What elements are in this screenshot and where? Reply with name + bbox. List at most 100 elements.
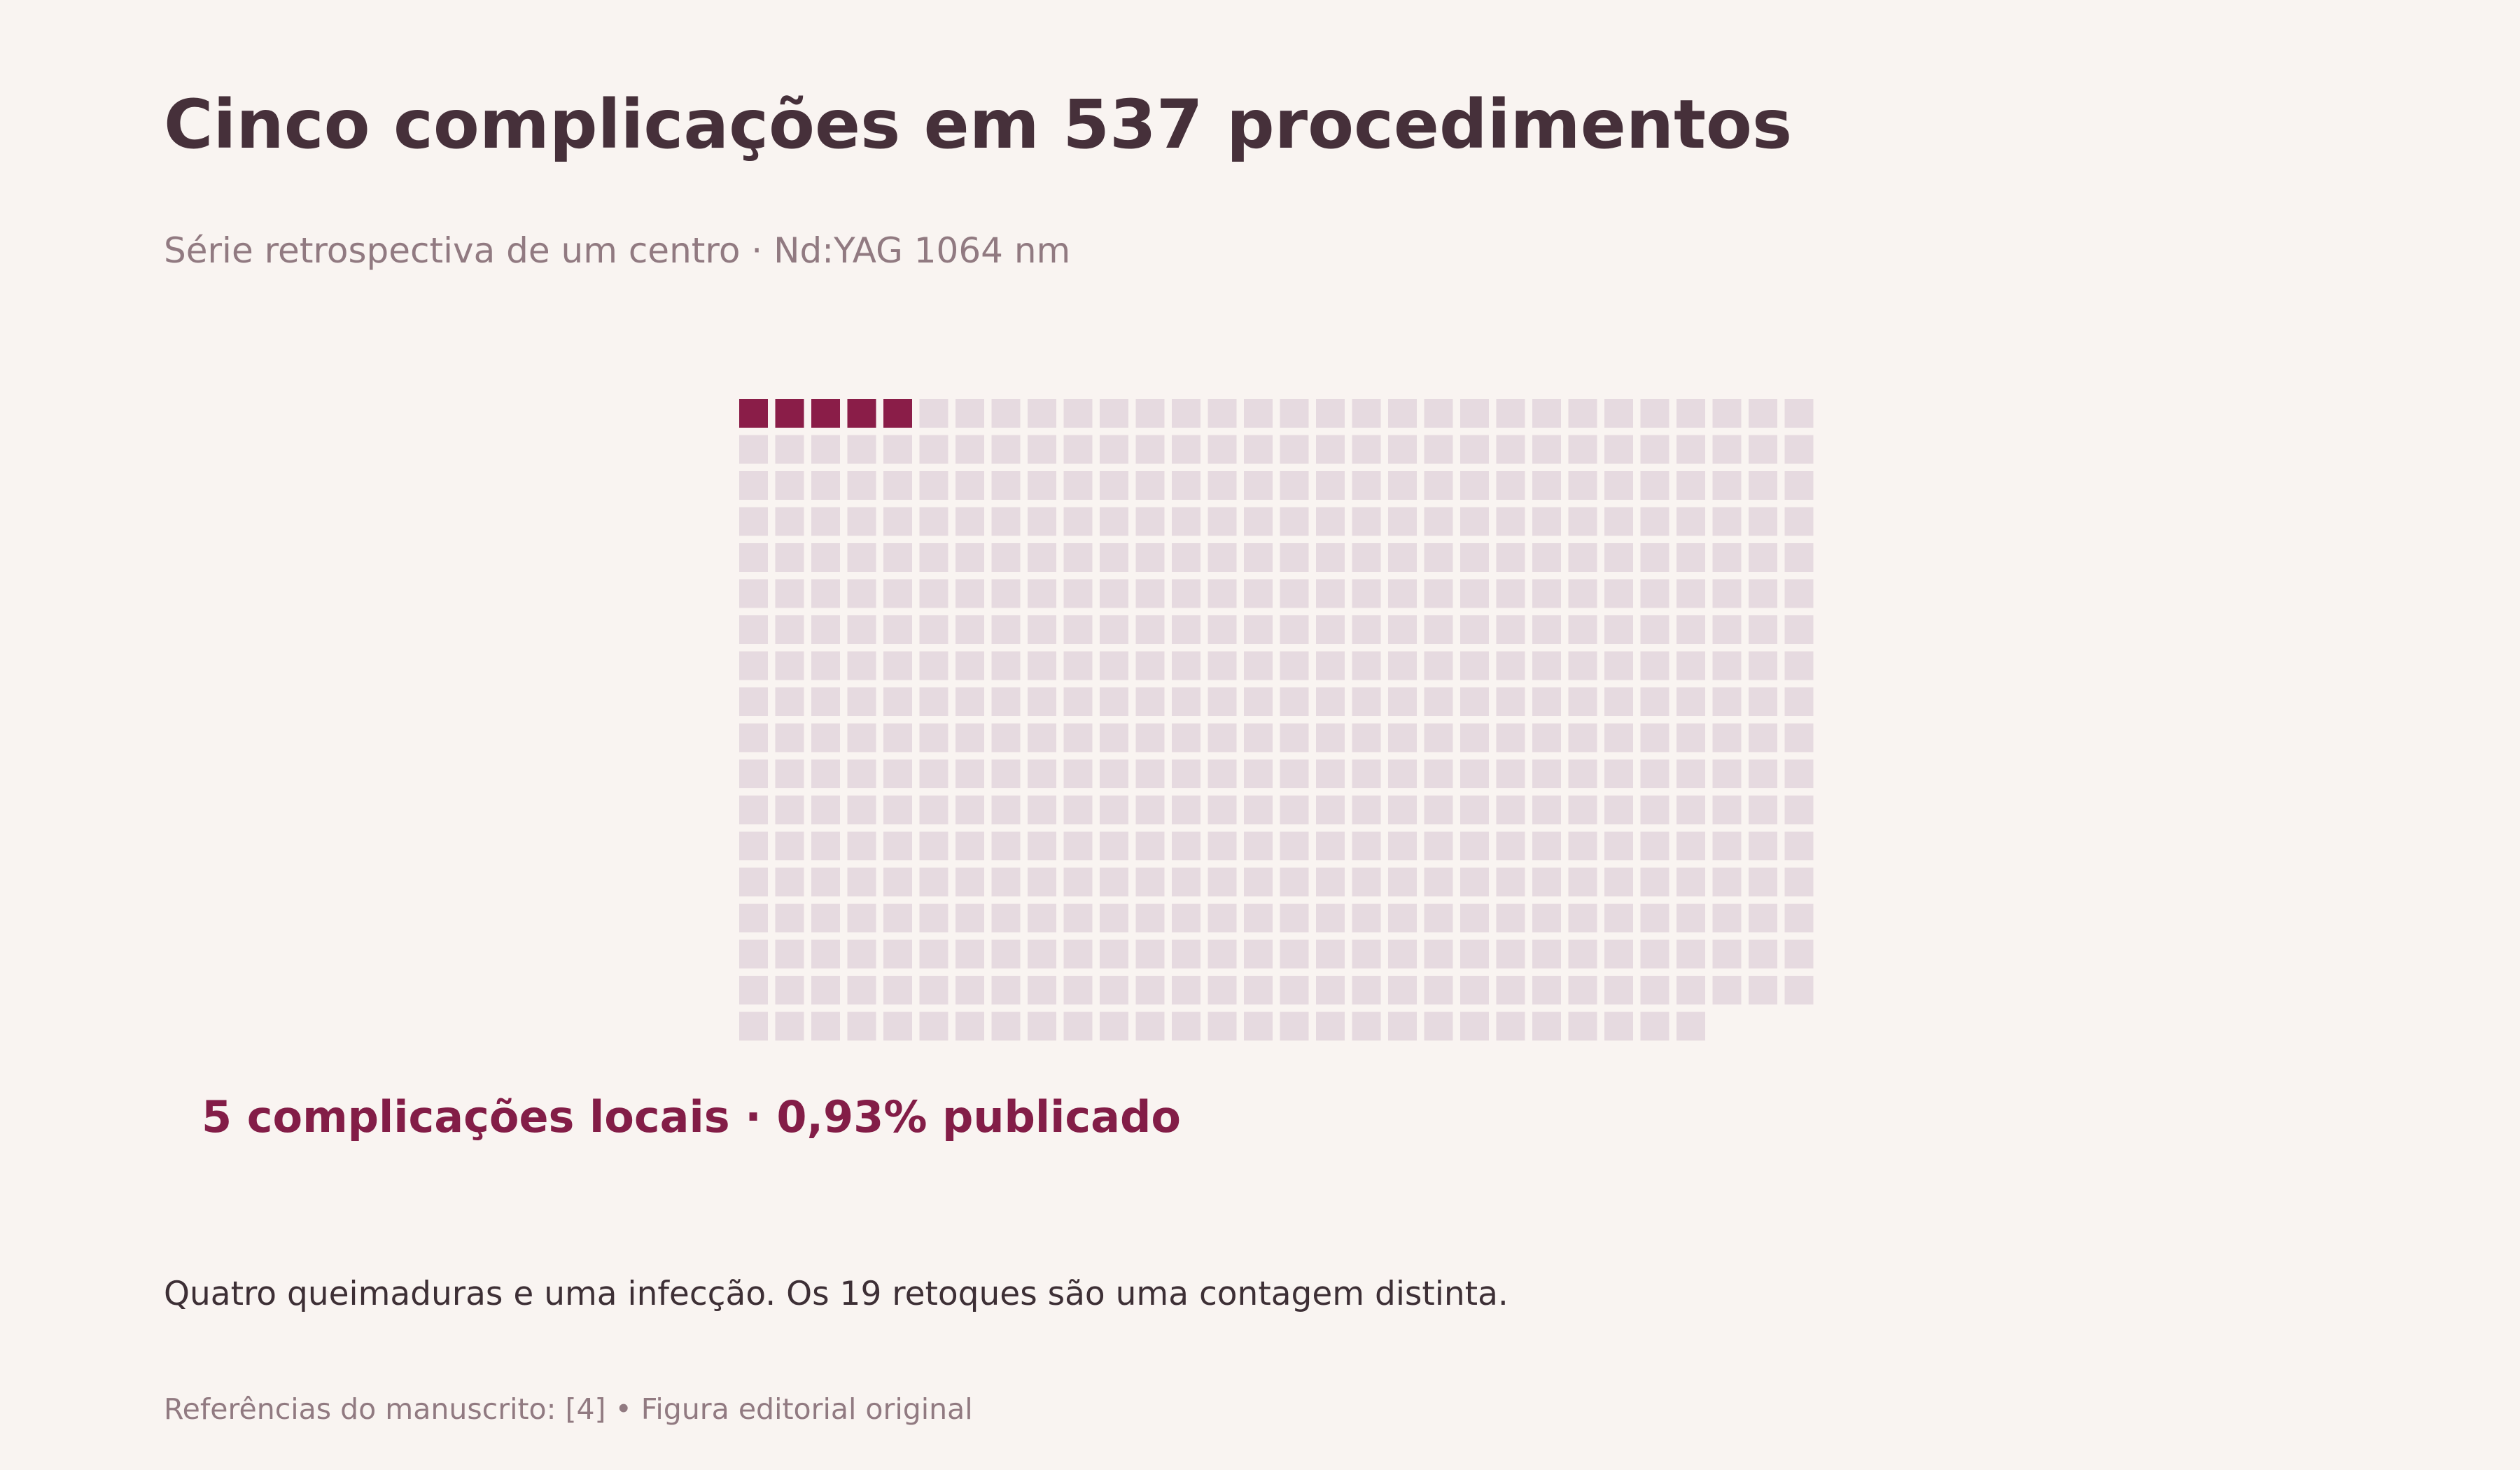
waffle-cell-procedure bbox=[1532, 435, 1561, 464]
waffle-cell-procedure bbox=[955, 687, 984, 716]
waffle-cell-procedure bbox=[1496, 471, 1525, 500]
waffle-cell-procedure bbox=[1749, 867, 1777, 897]
waffle-cell-procedure bbox=[1532, 867, 1561, 897]
waffle-cell-procedure bbox=[955, 507, 984, 536]
waffle-cell-procedure bbox=[1244, 543, 1273, 572]
waffle-cell-procedure bbox=[847, 507, 876, 536]
waffle-cell-procedure bbox=[1604, 1011, 1633, 1041]
waffle-cell-procedure bbox=[1028, 615, 1056, 644]
waffle-cell-procedure bbox=[1568, 507, 1597, 536]
waffle-cell-procedure bbox=[1532, 507, 1561, 536]
waffle-cell-procedure bbox=[1172, 471, 1200, 500]
waffle-cell-procedure bbox=[1749, 976, 1777, 1004]
waffle-cell-procedure bbox=[1244, 1011, 1273, 1041]
waffle-cell-procedure bbox=[1424, 867, 1453, 897]
waffle-cell-procedure bbox=[1712, 399, 1742, 428]
waffle-cell-procedure bbox=[1100, 1011, 1128, 1041]
waffle-cell-procedure bbox=[1532, 723, 1561, 752]
waffle-cell-procedure bbox=[811, 579, 840, 608]
waffle-cell-procedure bbox=[739, 760, 768, 788]
waffle-cell-procedure bbox=[1244, 867, 1273, 897]
waffle-cell-procedure bbox=[1424, 832, 1453, 860]
waffle-cell-procedure bbox=[991, 939, 1021, 969]
waffle-cell-procedure bbox=[739, 1011, 768, 1041]
waffle-cell-procedure bbox=[1208, 507, 1237, 536]
waffle-cell-procedure bbox=[1676, 760, 1705, 788]
waffle-cell-procedure bbox=[1135, 651, 1165, 680]
waffle-cell-procedure bbox=[1244, 723, 1273, 752]
waffle-cell-procedure bbox=[1028, 543, 1056, 572]
waffle-cell-procedure bbox=[1388, 760, 1417, 788]
waffle-cell-procedure bbox=[1100, 507, 1128, 536]
waffle-cell-procedure bbox=[1244, 615, 1273, 644]
waffle-cell-procedure bbox=[1172, 507, 1200, 536]
waffle-cell-procedure bbox=[991, 976, 1021, 1004]
waffle-cell-procedure bbox=[1280, 723, 1309, 752]
waffle-cell-procedure bbox=[847, 651, 876, 680]
waffle-cell-procedure bbox=[1028, 795, 1056, 825]
waffle-cell-procedure bbox=[1712, 579, 1742, 608]
waffle-cell-procedure bbox=[775, 687, 804, 716]
waffle-cell-procedure bbox=[1352, 435, 1381, 464]
waffle-cell-procedure bbox=[919, 1011, 948, 1041]
waffle-cell-procedure bbox=[847, 543, 876, 572]
waffle-cell-procedure bbox=[955, 976, 984, 1004]
waffle-cell-procedure bbox=[1208, 904, 1237, 932]
waffle-cell-procedure bbox=[991, 471, 1021, 500]
waffle-cell-procedure bbox=[1676, 904, 1705, 932]
waffle-cell-procedure bbox=[775, 435, 804, 464]
waffle-cell-procedure bbox=[1640, 615, 1670, 644]
waffle-cell-procedure bbox=[1388, 795, 1417, 825]
waffle-cell-procedure bbox=[883, 507, 912, 536]
waffle-cell-procedure bbox=[1388, 543, 1417, 572]
waffle-cell-procedure bbox=[1532, 615, 1561, 644]
waffle-cell-procedure bbox=[1316, 939, 1345, 969]
waffle-cell-procedure bbox=[919, 579, 948, 608]
waffle-cell-procedure bbox=[739, 651, 768, 680]
waffle-cell-procedure bbox=[955, 904, 984, 932]
waffle-cell-procedure bbox=[1135, 435, 1165, 464]
waffle-cell-procedure bbox=[1712, 435, 1742, 464]
waffle-cell-procedure bbox=[1424, 543, 1453, 572]
waffle-cell-procedure bbox=[1352, 687, 1381, 716]
waffle-cell-procedure bbox=[739, 976, 768, 1004]
waffle-cell-procedure bbox=[1460, 1011, 1489, 1041]
waffle-cell-procedure bbox=[1388, 471, 1417, 500]
waffle-cell-procedure bbox=[1280, 939, 1309, 969]
waffle-cell-procedure bbox=[1172, 939, 1200, 969]
waffle-cell-procedure bbox=[1135, 760, 1165, 788]
waffle-cell-procedure bbox=[1135, 615, 1165, 644]
waffle-cell-procedure bbox=[919, 832, 948, 860]
waffle-cell-procedure bbox=[1316, 507, 1345, 536]
waffle-cell-procedure bbox=[1352, 651, 1381, 680]
waffle-cell-procedure bbox=[1316, 615, 1345, 644]
waffle-cell-procedure bbox=[1749, 760, 1777, 788]
waffle-cell-procedure bbox=[919, 507, 948, 536]
waffle-cell-procedure bbox=[1712, 651, 1742, 680]
waffle-cell-procedure bbox=[1172, 723, 1200, 752]
waffle-cell-procedure bbox=[1676, 723, 1705, 752]
waffle-cell-procedure bbox=[1640, 939, 1670, 969]
waffle-cell-procedure bbox=[1280, 795, 1309, 825]
waffle-cell-procedure bbox=[1640, 579, 1670, 608]
waffle-cell-procedure bbox=[1208, 795, 1237, 825]
waffle-cell-procedure bbox=[1316, 832, 1345, 860]
waffle-cell-procedure bbox=[1352, 832, 1381, 860]
waffle-cell-procedure bbox=[955, 867, 984, 897]
waffle-cell-procedure bbox=[1749, 615, 1777, 644]
waffle-cell-procedure bbox=[1388, 723, 1417, 752]
waffle-cell-procedure bbox=[991, 543, 1021, 572]
waffle-cell-procedure bbox=[847, 760, 876, 788]
waffle-cell-procedure bbox=[1424, 687, 1453, 716]
waffle-cell-procedure bbox=[1749, 543, 1777, 572]
waffle-cell-procedure bbox=[1028, 1011, 1056, 1041]
waffle-cell-procedure bbox=[1244, 507, 1273, 536]
waffle-cell-procedure bbox=[1063, 976, 1093, 1004]
waffle-cell-procedure bbox=[1460, 939, 1489, 969]
waffle-cell-procedure bbox=[883, 939, 912, 969]
waffle-cell-procedure bbox=[883, 1011, 912, 1041]
waffle-cell-procedure bbox=[1135, 723, 1165, 752]
waffle-cell-procedure bbox=[1784, 904, 1814, 932]
waffle-cell-procedure bbox=[1100, 760, 1128, 788]
waffle-cell-procedure bbox=[1568, 579, 1597, 608]
